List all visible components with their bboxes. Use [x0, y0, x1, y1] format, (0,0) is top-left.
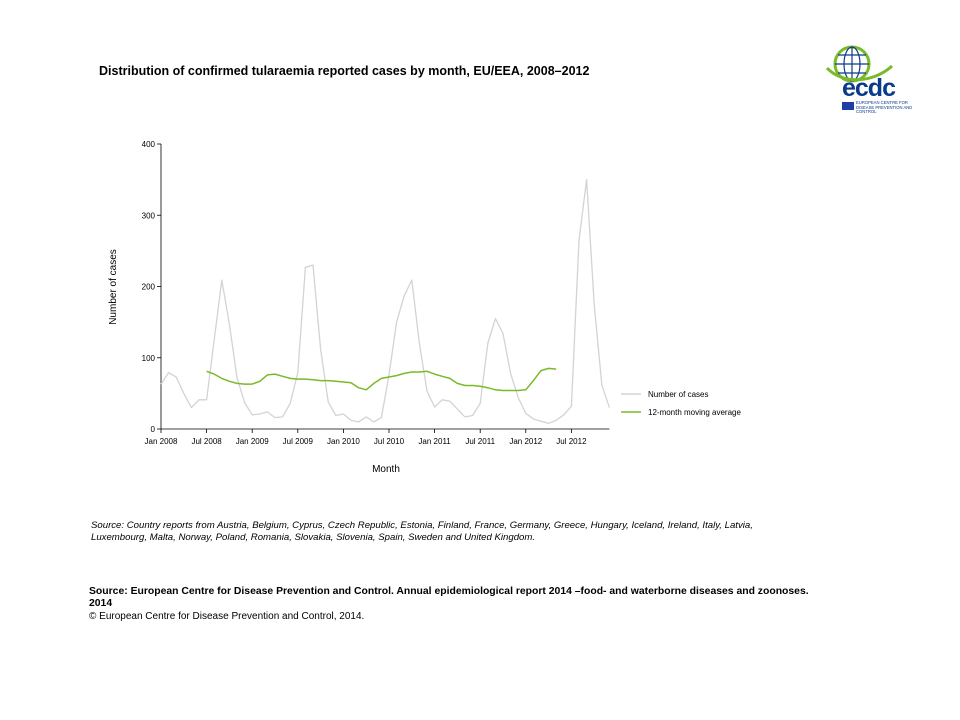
logo-wordmark: ecdc: [842, 74, 896, 102]
x-tick-label: Jul 2008: [191, 437, 222, 446]
y-tick-label: 0: [151, 425, 156, 434]
x-tick-label: Jan 2009: [236, 437, 269, 446]
chart-title: Distribution of confirmed tularaemia rep…: [99, 64, 590, 78]
source-note: Source: Country reports from Austria, Be…: [91, 520, 753, 543]
x-axis-title: Month: [372, 464, 400, 475]
x-tick-label: Jul 2012: [556, 437, 587, 446]
eu-flag-icon: [842, 102, 854, 110]
x-tick-label: Jan 2008: [145, 437, 178, 446]
x-tick-label: Jul 2011: [465, 437, 495, 446]
x-tick-label: Jan 2012: [509, 437, 542, 446]
legend-label: Number of cases: [648, 390, 708, 399]
y-tick-label: 400: [142, 140, 156, 149]
x-tick-label: Jan 2010: [327, 437, 360, 446]
series-line-cases: [160, 178, 611, 424]
y-tick-label: 100: [142, 354, 156, 363]
y-tick-label: 200: [142, 283, 156, 292]
globe-icon: [825, 45, 894, 83]
x-tick-label: Jan 2011: [418, 437, 451, 446]
legend-label: 12-month moving average: [648, 408, 741, 417]
y-tick-label: 300: [142, 211, 156, 220]
x-tick-label: Jul 2009: [283, 437, 314, 446]
copyright: © European Centre for Disease Prevention…: [89, 611, 365, 622]
series-line-moving-average: [206, 367, 557, 392]
logo-subtitle: EUROPEAN CENTRE FOR DISEASE PREVENTION A…: [856, 100, 913, 115]
x-tick-label: Jul 2010: [374, 437, 405, 446]
citation: Source: European Centre for Disease Prev…: [89, 586, 809, 609]
y-axis-title: Number of cases: [108, 249, 119, 325]
